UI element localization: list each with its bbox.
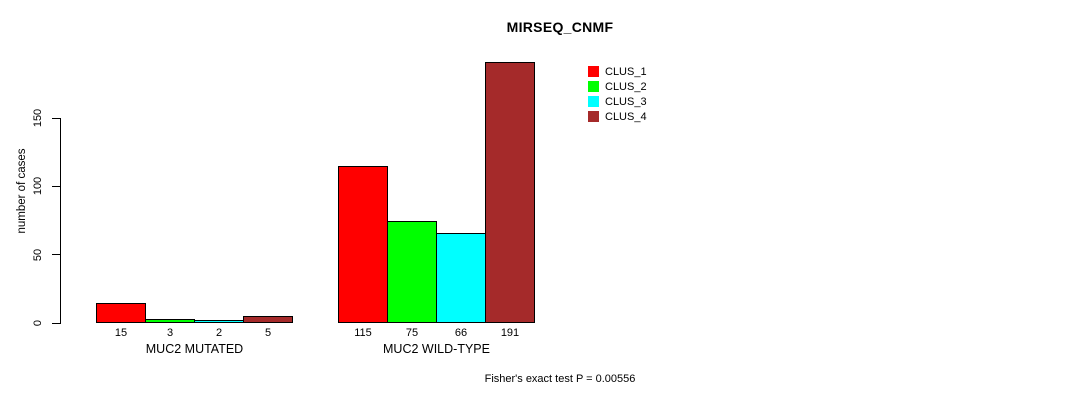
legend-entry: CLUS_2 — [588, 79, 647, 94]
bar-value-label: 2 — [215, 327, 223, 339]
y-tick-mark — [52, 254, 60, 256]
legend-swatch-icon — [588, 111, 599, 122]
bar-clus_3-group2 — [436, 232, 486, 323]
bar-clus_1-group2 — [338, 165, 388, 323]
bar-clus_3-group1 — [194, 320, 244, 323]
legend-label: CLUS_2 — [605, 80, 647, 93]
bar-value-label: 115 — [354, 327, 372, 339]
bar-clus_2-group2 — [387, 220, 437, 323]
bar-clus_1-group1 — [96, 302, 146, 323]
y-axis-line — [60, 118, 61, 324]
legend-entry: CLUS_3 — [588, 94, 647, 109]
bar-value-label: 3 — [166, 327, 174, 339]
y-tick-mark — [52, 185, 60, 187]
legend-swatch-icon — [588, 81, 599, 92]
category-label: MUC2 WILD-TYPE — [383, 342, 490, 356]
legend: CLUS_1 CLUS_2 CLUS_3 CLUS_4 — [588, 64, 647, 124]
legend-entry: CLUS_1 — [588, 64, 647, 79]
bar-clus_4-group2 — [485, 61, 535, 323]
chart-title: MIRSEQ_CNMF — [506, 19, 614, 35]
bar-value-label: 15 — [114, 327, 128, 339]
y-tick-mark — [52, 322, 60, 324]
category-label: MUC2 MUTATED — [145, 342, 244, 356]
y-tick-label: 100 — [32, 177, 44, 196]
y-tick-mark — [52, 117, 60, 119]
legend-entry: CLUS_4 — [588, 109, 647, 124]
bar-clus_2-group1 — [145, 318, 195, 323]
y-tick-label: 0 — [32, 319, 44, 327]
y-tick-label: 150 — [32, 108, 44, 128]
fisher-test-annotation: Fisher's exact test P = 0.00556 — [484, 373, 636, 385]
legend-label: CLUS_1 — [605, 65, 647, 78]
bar-value-label: 75 — [405, 327, 419, 339]
legend-label: CLUS_4 — [605, 110, 647, 123]
bar-value-label: 66 — [454, 327, 468, 339]
legend-swatch-icon — [588, 66, 599, 77]
legend-swatch-icon — [588, 96, 599, 107]
y-axis-label: number of cases — [16, 148, 28, 234]
bar-value-label: 191 — [500, 327, 520, 339]
bar-value-label: 5 — [264, 327, 272, 339]
legend-label: CLUS_3 — [605, 95, 647, 108]
bar-clus_4-group1 — [243, 316, 293, 323]
y-tick-label: 50 — [32, 248, 44, 261]
